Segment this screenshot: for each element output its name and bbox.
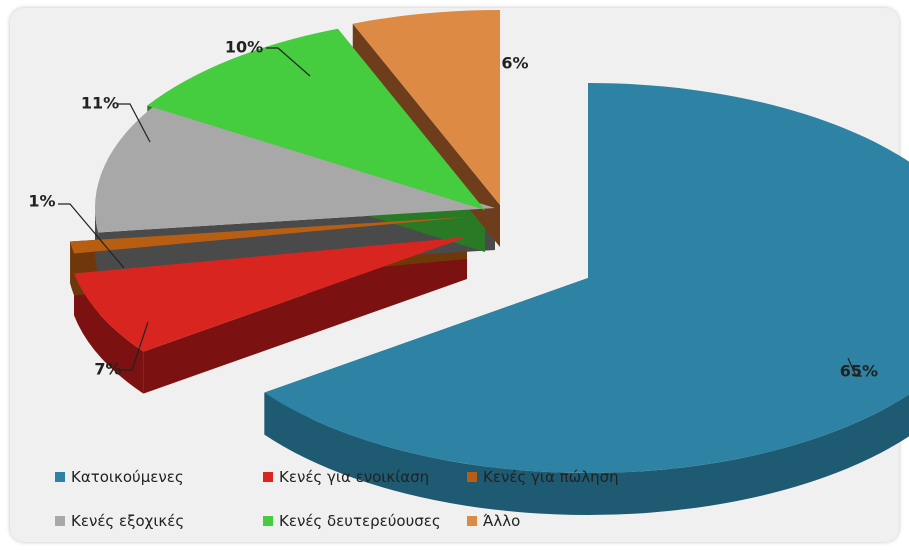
leader-line [847,357,862,377]
legend-item: Κενές εξοχικές [55,512,184,530]
pie-slice [70,217,468,254]
data-label: 6% [501,54,528,73]
leader-line [120,321,149,371]
pie-slice [74,237,468,352]
legend-item: Κατοικούμενες [55,468,184,486]
data-label: 10% [225,38,263,57]
legend-swatch [263,516,273,526]
pie-slice [352,10,500,205]
pie-slice-rim [264,392,909,515]
pie-slice [95,103,495,233]
legend-item: Κενές για ενοικίαση [263,468,429,486]
data-label: 65% [840,362,878,381]
data-label: 7% [94,360,121,379]
legend-label: Κενές εξοχικές [71,512,185,530]
legend-label: Κενές για πώληση [483,468,619,486]
pie-slice-side [98,208,496,275]
legend-swatch [467,472,477,482]
leader-line [58,203,125,269]
legend-swatch [467,516,477,526]
legend-label: Κατοικούμενες [71,468,184,486]
legend-label: Κενές δευτερεύουσες [279,512,441,530]
legend-swatch [55,516,65,526]
data-label: 1% [28,192,55,211]
pie-slice [264,83,909,473]
legend-item: Άλλο [467,512,520,530]
pie-slice [147,28,485,210]
leader-line [266,47,311,77]
data-label: 11% [81,94,119,113]
legend-item: Κενές δευτερεύουσες [263,512,441,530]
legend-swatch [263,472,273,482]
leader-line [118,103,151,143]
legend-swatch [55,472,65,482]
legend-label: Άλλο [483,512,521,530]
legend-item: Κενές για πώληση [467,468,619,486]
legend-label: Κενές για ενοικίαση [279,468,430,486]
pie-slice-rim [70,241,75,296]
pie-slice-rim [74,273,144,394]
